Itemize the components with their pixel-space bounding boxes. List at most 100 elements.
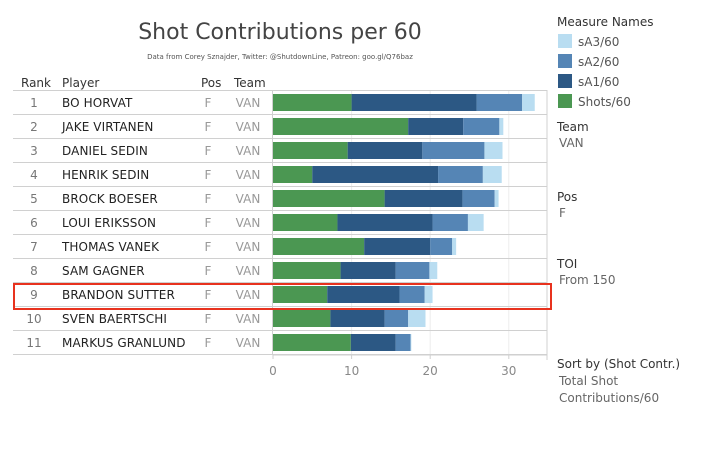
legend-label: sA2/60 [578,55,620,69]
pos-cell: F [204,288,212,302]
bar-segment-sa3-60 [522,94,535,111]
player-cell[interactable]: MARKUS GRANLUND [62,336,186,350]
bar-segment-sa1-60 [337,214,433,231]
legend-title: Measure Names [557,15,654,29]
bar-segment-shots-60 [273,142,348,159]
pos-cell: F [204,336,212,350]
legend-item-sa1[interactable]: sA1/60 [558,72,631,92]
bar-segment-sa2-60 [463,118,500,135]
team-cell: VAN [235,96,261,110]
bar-segment-sa2-60 [476,94,523,111]
pos-cell: F [204,144,212,158]
bar-segment-sa2-60 [438,166,483,183]
team-cell: VAN [235,336,261,350]
player-cell[interactable]: HENRIK SEDIN [62,168,150,182]
bar-segment-shots-60 [273,238,365,255]
team-filter-title: Team [557,120,589,134]
bar-segment-sa2-60 [395,334,411,351]
player-cell[interactable]: BROCK BOESER [62,192,158,206]
team-cell: VAN [235,144,261,158]
sort-filter-value-line1[interactable]: Total Shot [559,374,619,388]
pos-cell: F [204,168,212,182]
team-cell: VAN [235,288,261,302]
rank-cell: 9 [30,288,38,302]
bar-segment-shots-60 [273,262,341,279]
pos-cell: F [204,192,212,206]
bar-segment-sa1-60 [364,238,431,255]
bar-segment-shots-60 [273,118,409,135]
x-tick-label: 20 [423,364,438,378]
team-filter-value[interactable]: VAN [559,136,584,150]
bar-segment-sa3-60 [452,238,457,255]
player-cell[interactable]: SAM GAGNER [62,264,145,278]
bar-segment-shots-60 [273,334,351,351]
sort-filter-value-line2[interactable]: Contributions/60 [559,391,660,405]
legend-label: sA1/60 [578,75,620,89]
pos-filter-value[interactable]: F [559,206,566,220]
x-tick-label: 0 [269,364,277,378]
toi-filter-value[interactable]: From 150 [559,273,616,287]
pos-header[interactable]: Pos [201,76,222,90]
bar-segment-shots-60 [273,310,331,327]
chart-subtitle: Data from Corey Sznajder, Twitter: @Shut… [147,53,413,61]
bar-segment-sa1-60 [351,94,477,111]
legend-item-shots[interactable]: Shots/60 [558,92,631,112]
team-cell: VAN [235,216,261,230]
rank-cell: 4 [30,168,38,182]
bar-segment-shots-60 [273,286,328,303]
team-cell: VAN [235,312,261,326]
pos-cell: F [204,120,212,134]
legend-swatch [558,74,572,88]
player-cell[interactable]: DANIEL SEDIN [62,144,148,158]
team-cell: VAN [235,192,261,206]
player-cell[interactable]: BRANDON SUTTER [62,288,175,302]
bar-segment-shots-60 [273,190,385,207]
bar-segment-sa1-60 [340,262,396,279]
bar-segment-sa3-60 [499,118,504,135]
player-cell[interactable]: THOMAS VANEK [62,240,160,254]
x-tick-label: 30 [501,364,516,378]
rank-cell: 2 [30,120,38,134]
team-cell: VAN [235,240,261,254]
bar-segment-sa3-60 [494,190,499,207]
player-cell[interactable]: JAKE VIRTANEN [62,120,154,134]
pos-filter-title: Pos [557,190,578,204]
team-header[interactable]: Team [234,76,266,90]
team-cell: VAN [235,120,261,134]
bar-segment-sa1-60 [327,286,400,303]
rank-header[interactable]: Rank [21,76,51,90]
legend-label: Shots/60 [578,95,631,109]
pos-cell: F [204,216,212,230]
pos-cell: F [204,96,212,110]
x-tick-label: 10 [344,364,359,378]
pos-cell: F [204,312,212,326]
player-cell[interactable]: BO HORVAT [62,96,133,110]
rank-cell: 7 [30,240,38,254]
sort-filter-title: Sort by (Shot Contr.) [557,357,681,371]
bar-segment-shots-60 [273,214,338,231]
bar-segment-sa1-60 [347,142,423,159]
chart-title: Shot Contributions per 60 [138,20,422,45]
player-cell[interactable]: LOUI ERIKSSON [62,216,157,230]
bar-segment-sa2-60 [384,310,409,327]
bar-segment-sa1-60 [330,310,385,327]
bar-segment-sa3-60 [429,262,438,279]
highlighted-row-box [13,283,552,310]
bar-segment-sa3-60 [467,214,484,231]
bar-segment-sa1-60 [408,118,464,135]
rank-cell: 1 [30,96,38,110]
rank-cell: 6 [30,216,38,230]
player-cell[interactable]: SVEN BAERTSCHI [62,312,167,326]
bar-segment-sa3-60 [408,310,426,327]
bar-segment-sa3-60 [410,334,412,351]
player-header[interactable]: Player [62,76,100,90]
bar-segment-sa2-60 [422,142,485,159]
legend-item-sa3[interactable]: sA3/60 [558,32,631,52]
team-cell: VAN [235,168,261,182]
pos-cell: F [204,240,212,254]
legend-item-sa2[interactable]: sA2/60 [558,52,631,72]
bar-segment-shots-60 [273,166,313,183]
bar-segment-sa1-60 [350,334,396,351]
pos-cell: F [204,264,212,278]
